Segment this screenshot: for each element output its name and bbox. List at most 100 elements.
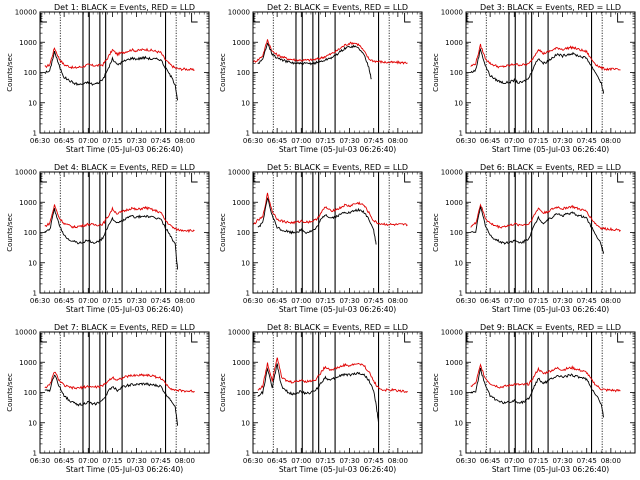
y-tick-label: 100 <box>450 69 463 77</box>
y-tick-label: 1000 <box>445 39 463 47</box>
x-tick-label: 06:30 <box>30 137 50 145</box>
x-tick-label: 06:30 <box>30 457 50 465</box>
y-tick-label: 10000 <box>441 9 463 17</box>
y-tick-label: 10 <box>28 259 37 267</box>
y-tick-label: 1 <box>246 130 250 138</box>
y-axis-label: Counts/sec <box>432 53 440 92</box>
x-tick-label: 07:30 <box>126 137 146 145</box>
x-axis-label: Start Time (05-Jul-03 06:26:40) <box>66 145 183 154</box>
y-axis-label: Counts/sec <box>219 213 227 252</box>
x-tick-label: 08:00 <box>175 297 195 305</box>
y-tick-label: 10000 <box>228 169 250 177</box>
panel-title: Det 5: BLACK = Events, RED = LLD <box>267 163 408 172</box>
y-axis-label: Counts/sec <box>219 373 227 412</box>
y-tick-label: 1000 <box>445 199 463 207</box>
corner-marker <box>617 13 624 23</box>
x-tick-label: 06:45 <box>267 137 287 145</box>
x-tick-label: 07:15 <box>528 137 548 145</box>
y-tick-label: 1 <box>33 290 37 298</box>
y-tick-label: 10000 <box>441 329 463 337</box>
x-tick-label: 06:45 <box>267 297 287 305</box>
corner-marker <box>466 13 473 23</box>
y-tick-label: 1000 <box>232 39 250 47</box>
y-tick-label: 1000 <box>232 359 250 367</box>
y-tick-label: 10 <box>454 99 463 107</box>
x-tick-label: 08:00 <box>601 457 621 465</box>
y-tick-label: 1000 <box>445 359 463 367</box>
y-tick-label: 1000 <box>19 359 37 367</box>
panel-title: Det 7: BLACK = Events, RED = LLD <box>54 323 195 332</box>
x-tick-label: 07:45 <box>364 457 384 465</box>
y-tick-label: 1000 <box>19 39 37 47</box>
x-tick-label: 07:45 <box>151 137 171 145</box>
plot-frame <box>465 11 636 134</box>
detector-panel-1: Det 1: BLACK = Events, RED = LLD Counts/s… <box>6 3 210 154</box>
x-tick-label: 06:30 <box>243 137 263 145</box>
detector-panel-2: Det 2: BLACK = Events, RED = LLD Counts/s… <box>219 3 423 154</box>
y-tick-label: 10000 <box>15 169 37 177</box>
x-tick-label: 07:30 <box>552 137 572 145</box>
plot-frame <box>465 171 636 294</box>
events-rate-line <box>257 363 379 423</box>
y-tick-label: 100 <box>237 229 250 237</box>
x-tick-label: 07:30 <box>126 457 146 465</box>
corner-marker <box>253 173 260 183</box>
x-tick-label: 06:30 <box>456 457 476 465</box>
y-tick-label: 10 <box>28 99 37 107</box>
x-tick-label: 07:45 <box>577 457 597 465</box>
y-tick-label: 10 <box>454 419 463 427</box>
x-tick-label: 07:15 <box>315 297 335 305</box>
x-tick-label: 07:30 <box>339 297 359 305</box>
x-tick-label: 07:00 <box>291 137 311 145</box>
x-axis-label: Start Time (05-Jul-03 06:26:40) <box>279 305 396 314</box>
panel-title: Det 2: BLACK = Events, RED = LLD <box>267 3 408 12</box>
panel-title: Det 3: BLACK = Events, RED = LLD <box>480 3 621 12</box>
y-tick-label: 100 <box>24 69 37 77</box>
lld-rate-line <box>44 47 195 72</box>
events-rate-line <box>257 197 377 245</box>
x-tick-label: 07:45 <box>364 137 384 145</box>
panel-title: Det 9: BLACK = Events, RED = LLD <box>480 323 621 332</box>
corner-marker <box>617 333 624 343</box>
plot-frame <box>252 331 423 454</box>
corner-marker <box>40 13 47 23</box>
x-tick-label: 07:30 <box>552 297 572 305</box>
detector-panel-4: Det 4: BLACK = Events, RED = LLD Counts/s… <box>6 163 210 314</box>
detector-panel-5: Det 5: BLACK = Events, RED = LLD Counts/s… <box>219 163 423 314</box>
events-rate-line <box>44 374 179 426</box>
x-tick-label: 07:00 <box>291 457 311 465</box>
x-tick-label: 06:45 <box>54 297 74 305</box>
events-rate-line <box>257 42 372 80</box>
plot-frame <box>39 171 210 294</box>
lld-rate-line <box>470 43 621 72</box>
y-axis-label: Counts/sec <box>6 213 14 252</box>
events-rate-line <box>470 47 605 94</box>
corner-marker <box>40 333 47 343</box>
x-tick-label: 06:30 <box>456 137 476 145</box>
x-tick-label: 07:00 <box>78 137 98 145</box>
corner-marker <box>404 13 411 23</box>
y-axis-label: Counts/sec <box>432 373 440 412</box>
y-tick-label: 100 <box>237 389 250 397</box>
y-tick-label: 10000 <box>228 329 250 337</box>
corner-marker <box>253 333 260 343</box>
events-rate-line <box>44 208 179 270</box>
lld-rate-line <box>252 39 408 65</box>
detector-panel-9: Det 9: BLACK = Events, RED = LLD Counts/s… <box>432 323 636 474</box>
corner-marker <box>617 173 624 183</box>
y-tick-label: 100 <box>237 69 250 77</box>
x-tick-label: 06:45 <box>480 137 500 145</box>
detector-panel-6: Det 6: BLACK = Events, RED = LLD Counts/s… <box>432 163 636 314</box>
detector-panel-7: Det 7: BLACK = Events, RED = LLD Counts/s… <box>6 323 210 474</box>
x-tick-label: 07:15 <box>102 297 122 305</box>
y-axis-label: Counts/sec <box>219 53 227 92</box>
x-tick-label: 08:00 <box>601 137 621 145</box>
y-tick-label: 100 <box>450 389 463 397</box>
x-tick-label: 07:15 <box>102 457 122 465</box>
x-tick-label: 07:00 <box>78 457 98 465</box>
y-tick-label: 10000 <box>441 169 463 177</box>
x-tick-label: 07:30 <box>339 457 359 465</box>
detector-panel-3: Det 3: BLACK = Events, RED = LLD Counts/s… <box>432 3 636 154</box>
x-axis-label: Start Time (05-Jul-03 06:26:40) <box>66 305 183 314</box>
lld-rate-line <box>44 204 195 233</box>
